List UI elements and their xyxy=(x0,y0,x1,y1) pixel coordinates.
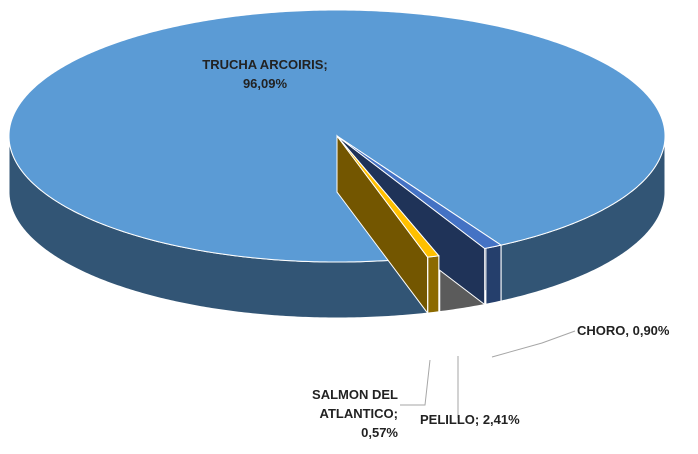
leader-line xyxy=(400,359,431,406)
slice xyxy=(336,135,440,258)
data-label: CHORO, 0,90% xyxy=(577,323,670,338)
data-label: TRUCHA ARCOIRIS; 96,09% xyxy=(202,57,328,91)
data-label: SALMON DEL ATLANTICO; 0,57% xyxy=(312,387,398,440)
data-label: PELILLO; 2,41% xyxy=(420,412,520,427)
slice-side xyxy=(427,255,440,314)
slices xyxy=(8,9,666,319)
slice-side xyxy=(485,244,502,305)
leader-line xyxy=(491,330,576,358)
slice xyxy=(336,135,503,250)
